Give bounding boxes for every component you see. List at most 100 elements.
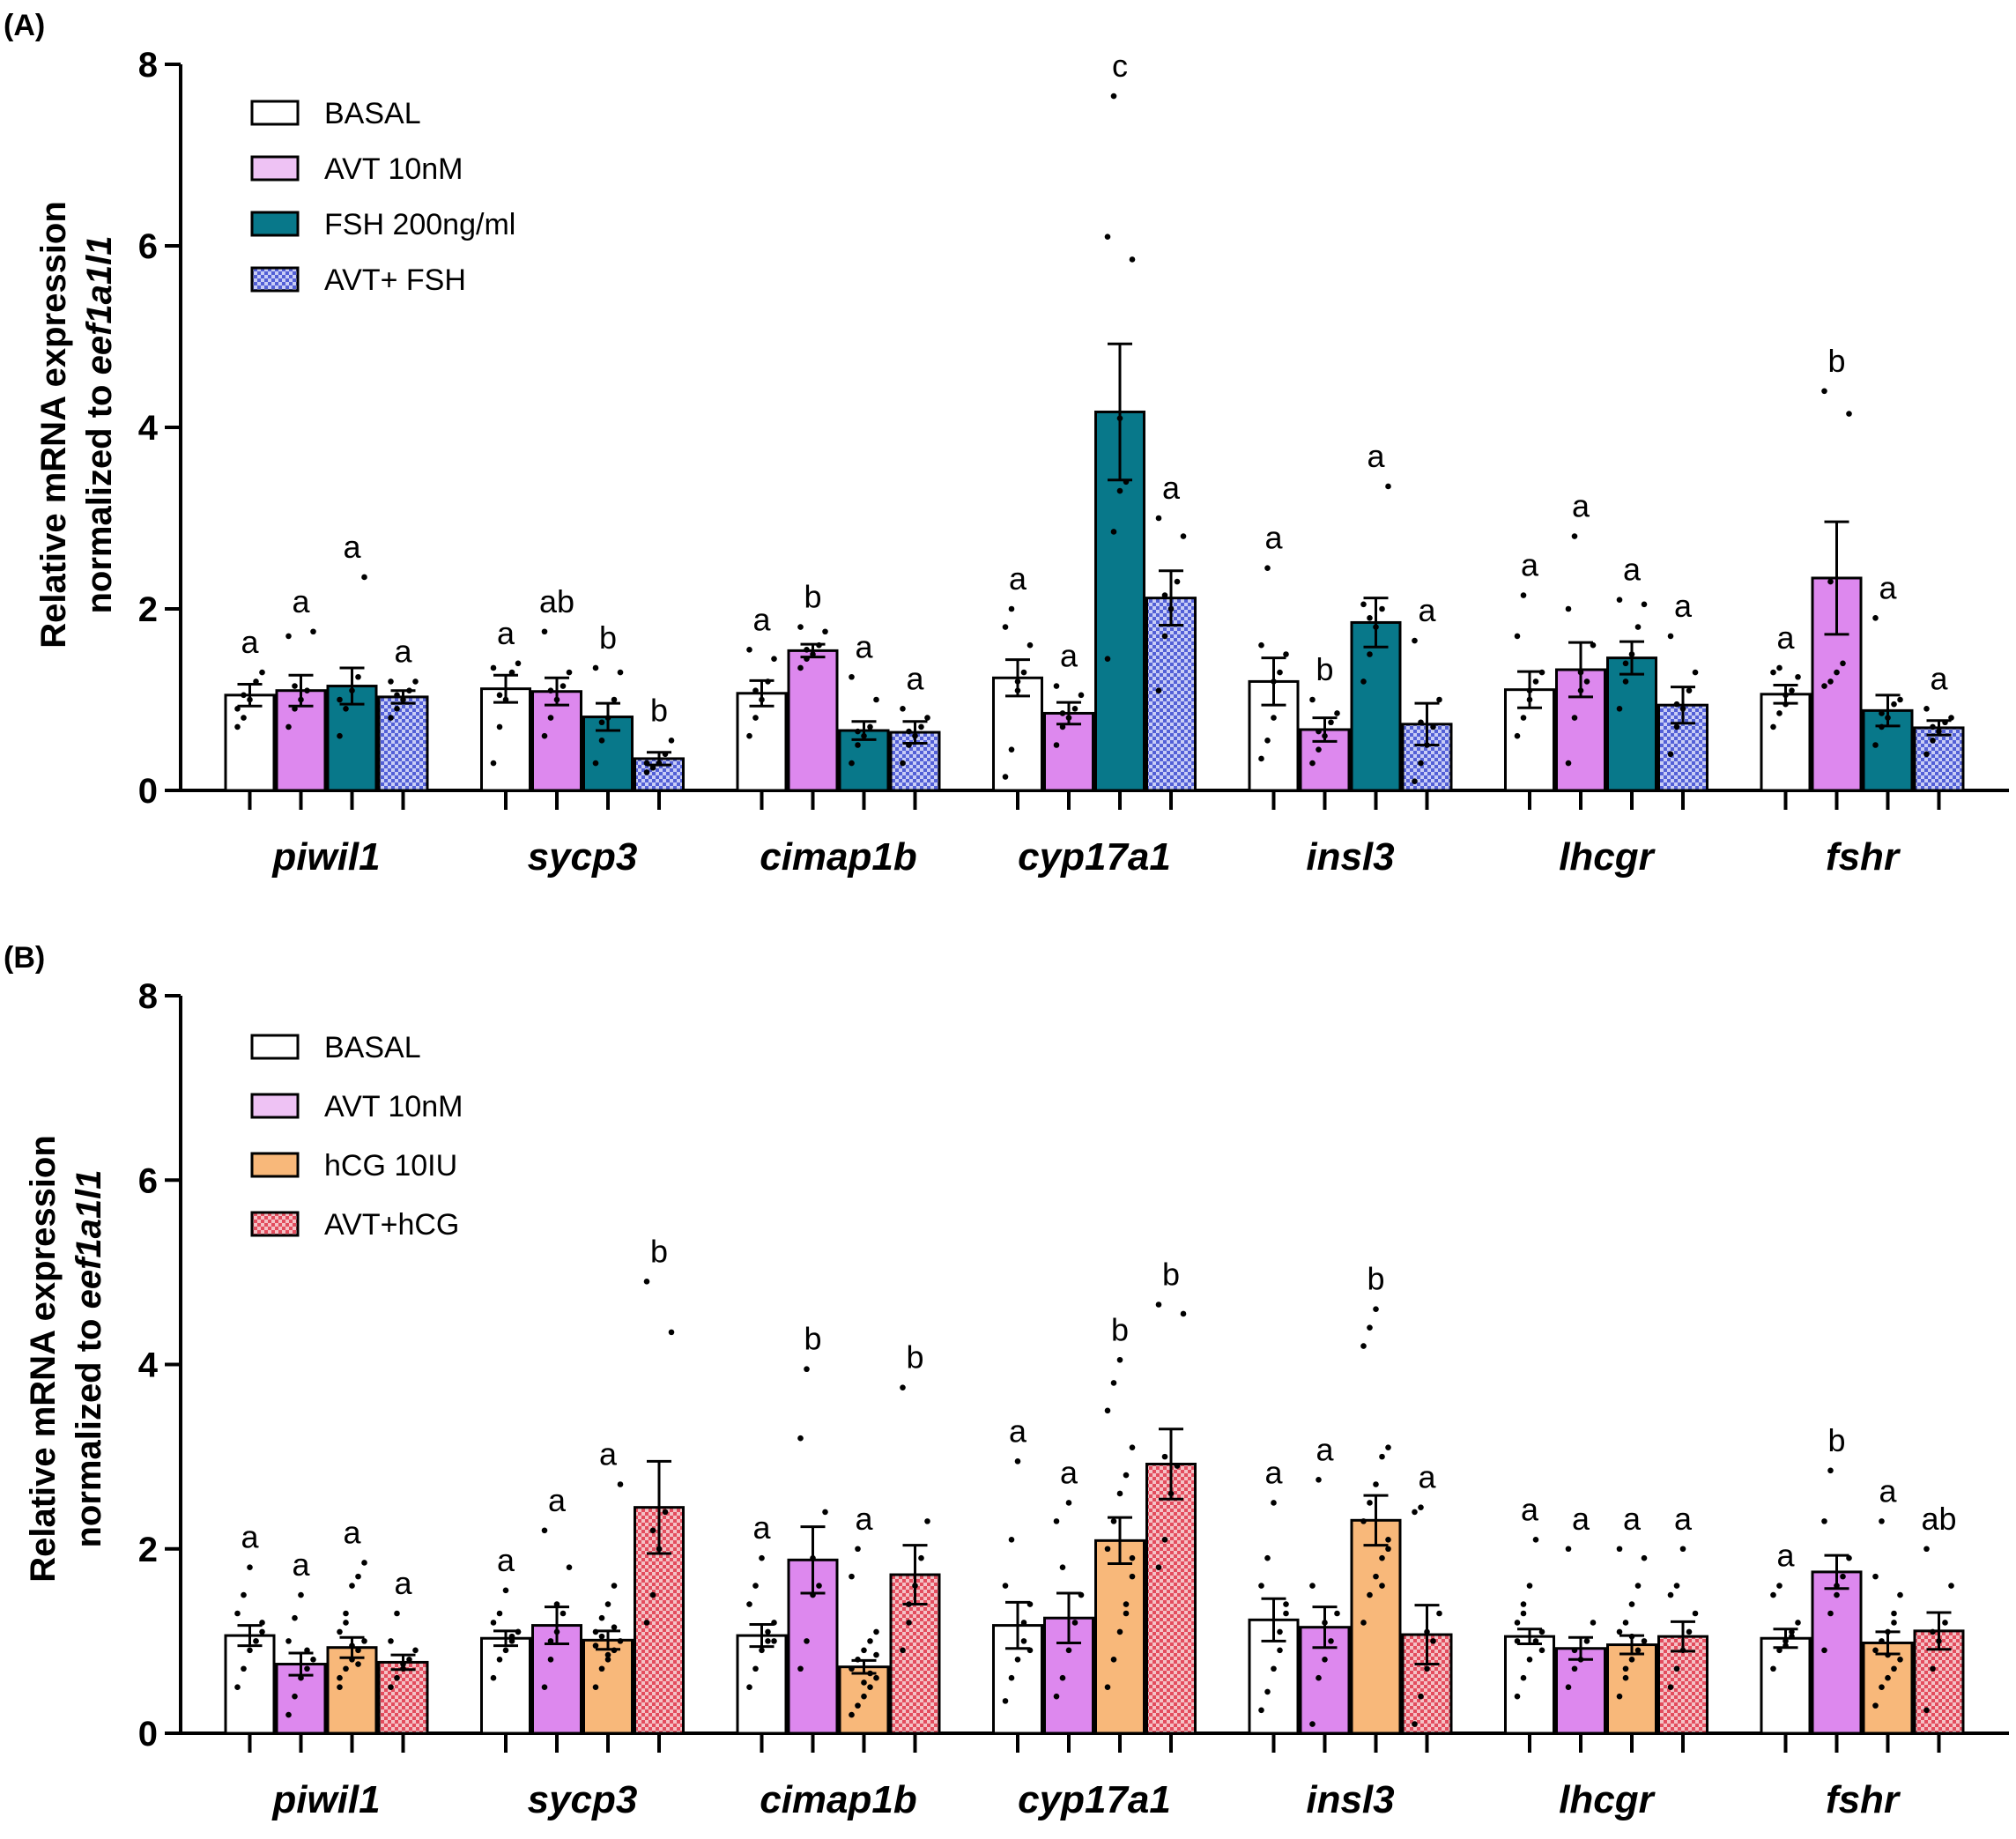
- panel-b-data-point: [1020, 1620, 1027, 1626]
- panel-b-data-point: [1110, 1657, 1117, 1663]
- panel-a-data-point: [406, 687, 412, 693]
- panel-a-data-point: [1258, 641, 1264, 649]
- panel-b-data-point: [1104, 1684, 1111, 1690]
- panel-b-data-point: [1641, 1554, 1648, 1561]
- panel-b-data-point: [1776, 1647, 1783, 1654]
- panel-b-data-point: [1316, 1476, 1322, 1483]
- panel-a-data-point: [394, 692, 400, 699]
- panel-b-data-point: [547, 1657, 554, 1663]
- panel-b-y-tick-label: 4: [138, 1346, 159, 1385]
- panel-a-bar: [1555, 668, 1606, 792]
- panel-a-significance-letter: a: [292, 583, 310, 619]
- panel-a-data-point: [1436, 696, 1442, 703]
- panel-a-data-point: [1322, 732, 1328, 739]
- panel-b-data-point: [752, 1583, 759, 1589]
- panel-b-data-point: [592, 1628, 599, 1635]
- panel-b-data-point: [598, 1614, 605, 1621]
- panel-b-data-point: [553, 1601, 560, 1607]
- panel-a-data-point: [490, 664, 497, 671]
- panel-b-data-point: [867, 1684, 873, 1690]
- panel-a-y-tick-label: 6: [138, 227, 158, 266]
- panel-b-data-point: [810, 1554, 816, 1561]
- panel-b-data-point: [1667, 1591, 1674, 1598]
- panel-b-data-point: [1309, 1583, 1316, 1589]
- panel-a-data-point: [234, 706, 241, 712]
- panel-a-data-point: [1942, 719, 1948, 726]
- panel-b-legend: BASAL AVT 10nM hCG 10IU AVT+hCG: [250, 1031, 463, 1242]
- panel-b-data-point: [918, 1554, 924, 1561]
- panel-a-data-point: [1283, 651, 1289, 657]
- panel-b-data-point: [1065, 1647, 1072, 1654]
- panel-b-bar: [1094, 1539, 1145, 1735]
- panel-b-data-point: [1891, 1665, 1897, 1672]
- panel-a-data-point: [541, 628, 548, 635]
- panel-b-data-point: [241, 1591, 247, 1598]
- panel-a-data-point: [1770, 723, 1776, 730]
- panel-b-data-point: [259, 1620, 265, 1626]
- panel-a-data-point: [1334, 710, 1340, 716]
- panel-b-ylabel-line1: Relative mRNA expression: [24, 1135, 63, 1583]
- panel-b-significance-letter: b: [804, 1321, 821, 1357]
- panel-b-legend-swatch: [250, 1211, 300, 1237]
- panel-a-data-point: [1430, 723, 1436, 730]
- panel-b-significance-letter: a: [1418, 1459, 1436, 1495]
- panel-b-data-point: [496, 1657, 503, 1663]
- panel-a-data-point: [611, 696, 618, 703]
- panel-a-category-label: lhcgr: [1559, 835, 1656, 879]
- panel-b-data-point: [388, 1684, 394, 1690]
- panel-a-data-point: [1891, 701, 1897, 708]
- panel-a-significance-letter: a: [241, 624, 259, 660]
- panel-b-data-point: [1283, 1601, 1289, 1607]
- panel-b-data-point: [1821, 1518, 1827, 1524]
- panel-a-data-point: [1059, 710, 1066, 716]
- panel-b-data-point: [771, 1620, 777, 1626]
- panel-b-data-point: [1532, 1536, 1539, 1543]
- panel-b-data-point: [1942, 1620, 1948, 1626]
- panel-b-data-point: [337, 1684, 343, 1690]
- panel-b-data-point: [855, 1702, 861, 1709]
- panel-a-data-point: [924, 715, 930, 721]
- panel-a-data-point: [1520, 592, 1527, 598]
- panel-b-significance-letter: b: [906, 1339, 923, 1376]
- panel-b-data-point: [259, 1628, 265, 1635]
- panel-a-data-point: [822, 628, 828, 635]
- panel-a-legend-label: BASAL: [324, 97, 421, 130]
- panel-a-data-point: [1258, 755, 1264, 762]
- panel-b-data-point: [1827, 1610, 1834, 1617]
- panel-a-data-point: [1373, 624, 1379, 630]
- panel-a-data-point: [1110, 529, 1117, 535]
- panel-a-data-point: [752, 715, 759, 721]
- panel-b-data-point: [1634, 1583, 1642, 1589]
- panel-b-data-point: [752, 1665, 759, 1672]
- panel-b-data-point: [1692, 1610, 1699, 1617]
- panel-b-data-point: [1116, 1356, 1123, 1363]
- panel-b-data-point: [1520, 1674, 1527, 1681]
- panel-a-data-point: [541, 732, 548, 739]
- panel-a-data-point: [259, 669, 265, 676]
- panel-b-data-point: [1367, 1591, 1373, 1598]
- panel-b-data-point: [1379, 1453, 1385, 1460]
- panel-a-data-point: [1634, 624, 1642, 630]
- panel-b-data-point: [1316, 1674, 1322, 1681]
- panel-b-data-point: [873, 1651, 879, 1658]
- panel-a-data-point: [241, 715, 247, 721]
- panel-a-data-point: [849, 673, 855, 680]
- panel-b-data-point: [867, 1638, 873, 1644]
- panel-a-data-point: [285, 633, 292, 640]
- panel-a-data-point: [496, 723, 503, 730]
- panel-b-data-point: [873, 1674, 879, 1681]
- panel-b-data-point: [810, 1591, 816, 1598]
- panel-a-data-point: [1520, 715, 1527, 721]
- panel-b-data-point: [746, 1684, 752, 1690]
- panel-a-y-tick-label: 0: [138, 772, 158, 811]
- panel-a-data-point: [1110, 93, 1117, 100]
- panel-a-data-point: [1116, 487, 1123, 494]
- panel-a-data-point: [1795, 673, 1801, 680]
- panel-a-bar: [480, 687, 531, 792]
- panel-a-ylabel-line1: Relative mRNA expression: [34, 201, 73, 649]
- panel-a-data-point: [515, 660, 522, 667]
- panel-a-significance-letter: c: [1112, 48, 1128, 84]
- panel-b-data-point: [1679, 1546, 1686, 1553]
- panel-b-data-point: [355, 1647, 361, 1654]
- panel-b-data-point: [906, 1601, 912, 1607]
